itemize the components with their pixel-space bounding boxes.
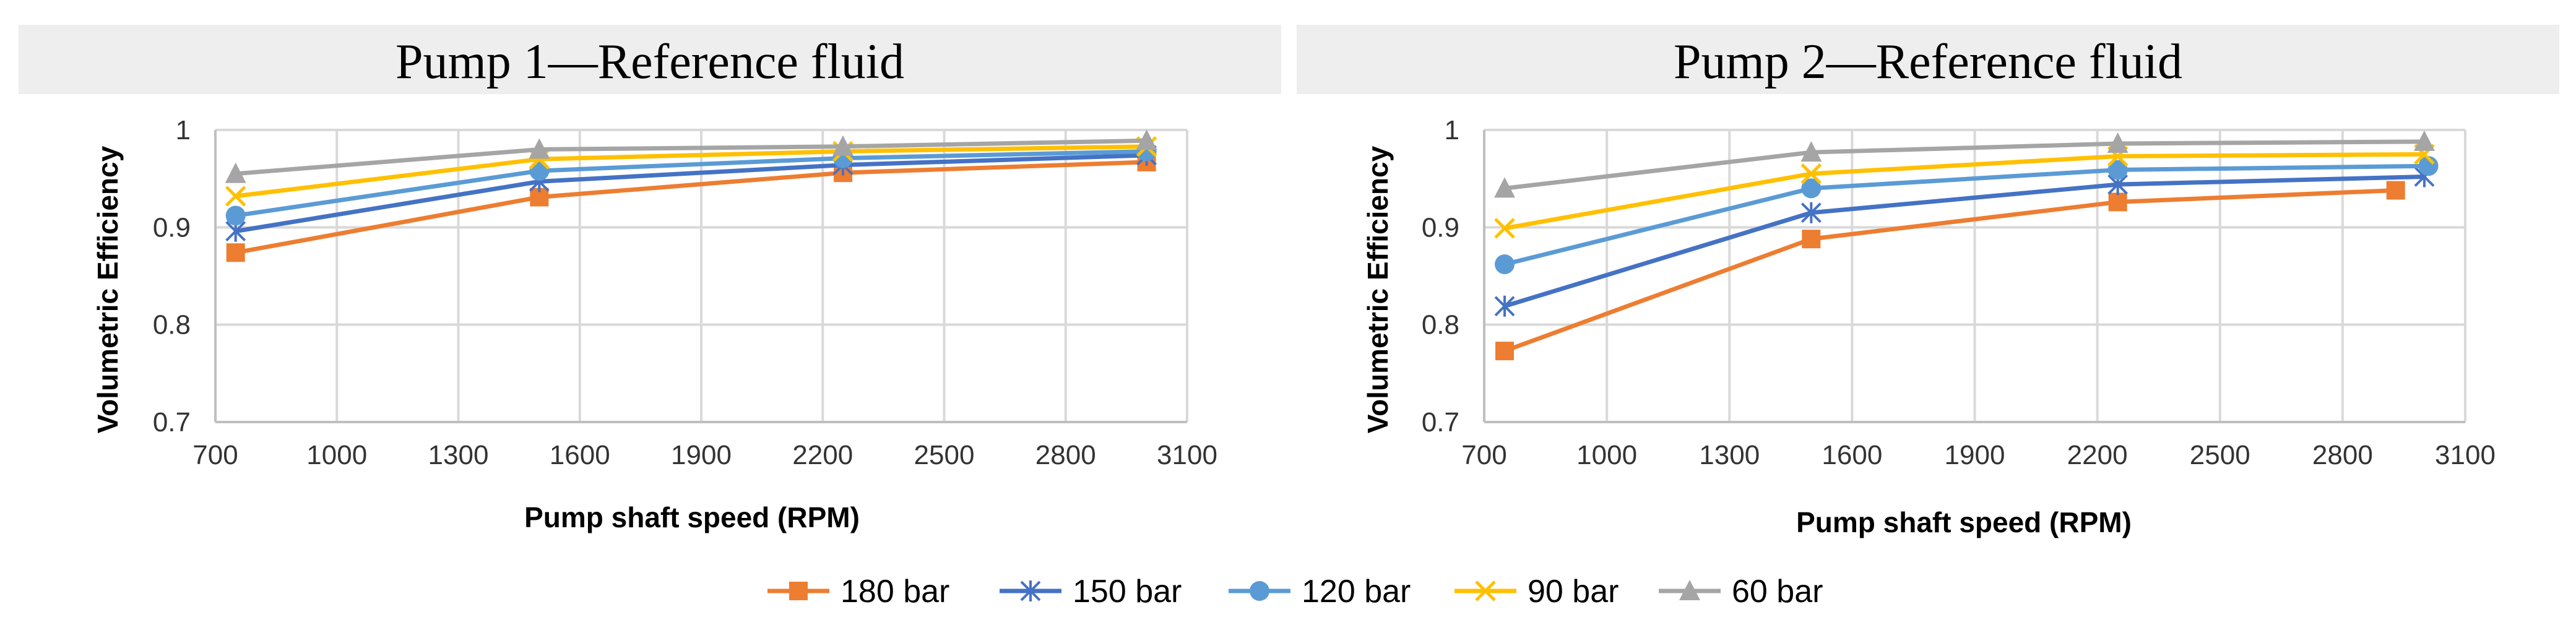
y-tick-label: 0.9 (153, 212, 191, 243)
x-tick-label: 1900 (671, 440, 732, 470)
series-line (235, 149, 1147, 218)
series-line (235, 153, 1147, 234)
x-tick-label: 2500 (914, 440, 975, 470)
x-tick-label: 700 (1461, 440, 1506, 470)
data-point (1800, 141, 1822, 162)
data-point (2107, 160, 2128, 180)
x-axis-title: Pump shaft speed (RPM) (1796, 506, 2132, 538)
series-60-bar (225, 129, 1157, 183)
plot-area: 700 1000 1300 1600 1900 2200 2500 2800 3100 0.7 0.… (1422, 115, 2496, 470)
data-point (529, 138, 550, 159)
legend-label: 180 bar (841, 574, 949, 610)
data-point (2107, 132, 2129, 153)
data-point (1494, 218, 1515, 239)
y-tick-label: 0.7 (153, 407, 191, 438)
y-axis-title: Volumetric Efficiency (1362, 145, 1394, 433)
series-60-bar (1494, 130, 2435, 198)
series-150-bar (1494, 166, 2435, 317)
series-180-bar (1495, 181, 2405, 361)
y-tick-label: 1 (1445, 115, 1459, 145)
series-line (1503, 175, 2425, 309)
data-point (1495, 254, 1515, 275)
data-point (1495, 342, 1515, 361)
series-line (235, 144, 1147, 199)
legend-item: 120 bar (1229, 574, 1411, 610)
x-tick-label: 1900 (1945, 440, 2005, 470)
series-line (1503, 188, 2396, 353)
x-tick-label: 3100 (2435, 440, 2496, 470)
x-tick-label: 2800 (1035, 440, 1096, 470)
x-tick-label: 700 (192, 440, 238, 470)
panel-title-bar (1297, 25, 2559, 94)
y-tick-label: 0.7 (1422, 407, 1459, 438)
x-tick-label: 1300 (1699, 440, 1760, 470)
y-axis-title: Volumetric Efficiency (92, 145, 124, 433)
data-point (226, 243, 245, 262)
legend-marker (1020, 580, 1041, 601)
data-point (225, 186, 246, 207)
legend-marker (1475, 580, 1496, 601)
data-point (1801, 178, 1822, 199)
data-point (1802, 230, 1821, 249)
panel-title-bar (19, 25, 1281, 94)
x-tick-label: 2500 (2190, 440, 2250, 470)
x-tick-label: 1000 (1576, 440, 1637, 470)
series-line (1504, 163, 2429, 267)
legend-item: 60 bar (1659, 574, 1823, 610)
series-90-bar (1494, 144, 2435, 239)
data-point (1800, 163, 1822, 184)
chart-panel-pump-1: Pump 1—Reference fluid 700 1000 1300 1600 19… (19, 25, 1281, 533)
x-tick-label: 1600 (1822, 440, 1882, 470)
data-point (2418, 156, 2439, 176)
series-180-bar (226, 152, 1156, 262)
data-point (2108, 192, 2127, 212)
legend-marker (789, 582, 808, 600)
data-point (225, 205, 246, 226)
x-tick-label: 1000 (306, 440, 367, 470)
y-tick-label: 0.8 (1422, 310, 1459, 340)
x-axis-title: Pump shaft speed (RPM) (524, 501, 860, 533)
data-point (1800, 202, 1822, 223)
data-point (2386, 181, 2405, 200)
legend-label: 60 bar (1732, 574, 1823, 610)
x-tick-label: 2200 (2067, 440, 2128, 470)
y-tick-label: 1 (176, 115, 191, 145)
legend-item: 150 bar (1000, 574, 1182, 610)
y-tick-label: 0.9 (1422, 212, 1459, 243)
data-point (1136, 129, 1157, 150)
data-point (1494, 177, 1516, 198)
series-120-bar (1495, 156, 2439, 275)
data-point (2413, 130, 2435, 151)
plot-area: 700 1000 1300 1600 1900 2200 2500 2800 3100 0.7 0.… (153, 115, 1217, 470)
x-tick-label: 2200 (792, 440, 853, 470)
legend-item: 180 bar (767, 574, 949, 610)
legend-label: 150 bar (1073, 574, 1182, 610)
x-tick-label: 1600 (550, 440, 610, 470)
series-line (235, 138, 1147, 176)
legend-label: 90 bar (1528, 574, 1619, 610)
data-point (1494, 295, 1515, 317)
x-tick-label: 1300 (428, 440, 489, 470)
legend: 180 bar 150 bar 120 bar 90 bar 60 bar (767, 574, 1823, 610)
data-point (225, 162, 246, 183)
x-tick-label: 3100 (1157, 440, 1217, 470)
legend-label: 120 bar (1302, 574, 1411, 610)
x-tick-label: 2800 (2312, 440, 2373, 470)
chart-panel-pump-2: Pump 2—Reference fluid 700 1000 1300 1600 19… (1297, 25, 2559, 538)
series-line (1504, 139, 2424, 191)
series-line (235, 160, 1147, 255)
series-line (1504, 152, 2424, 231)
legend-item: 90 bar (1454, 574, 1619, 610)
panel-title: Pump 1—Reference fluid (395, 35, 904, 89)
legend-marker (1679, 580, 1700, 600)
data-point (832, 135, 854, 156)
y-tick-label: 0.8 (153, 310, 191, 340)
panel-title: Pump 2—Reference fluid (1674, 35, 2182, 89)
legend-marker (1250, 581, 1269, 601)
